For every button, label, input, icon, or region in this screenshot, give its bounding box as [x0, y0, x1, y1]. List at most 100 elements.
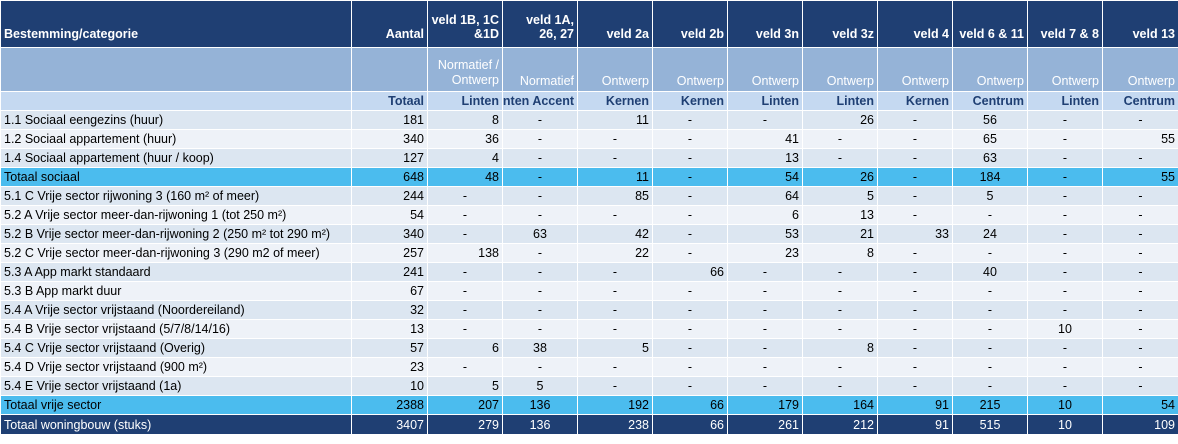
cell-value: -	[502, 129, 578, 149]
row-label: 5.4 D Vrije sector vrijstaand (900 m²)	[0, 357, 352, 377]
cell-value: 63	[952, 148, 1028, 168]
column-title: veld 1A, 26, 27	[502, 0, 578, 48]
cell-value: 8	[427, 110, 503, 130]
cell-value: 136	[502, 414, 578, 435]
column-method: Ontwerp	[577, 47, 653, 92]
column-method: Ontwerp	[1102, 47, 1178, 92]
column-area: nten Accent	[502, 91, 578, 111]
cell-value: -	[502, 167, 578, 187]
cell-value: -	[802, 262, 878, 282]
cell-value: 6	[727, 205, 803, 225]
row-label: 5.4 C Vrije sector vrijstaand (Overig)	[0, 338, 352, 358]
cell-value: -	[952, 300, 1028, 320]
header-row-area: Totaal Linten nten Accent Kernen Kernen …	[0, 91, 1178, 111]
cell-value: -	[1102, 281, 1178, 301]
cell-value: 91	[877, 395, 953, 415]
cell-value: -	[952, 319, 1028, 339]
cell-value: 136	[502, 395, 578, 415]
cell-value: -	[577, 205, 653, 225]
cell-value: -	[952, 376, 1028, 396]
cell-value: 10	[1027, 319, 1103, 339]
column-method: Normatief / Ontwerp	[427, 47, 503, 92]
column-method: Ontwerp	[802, 47, 878, 92]
cell-value: -	[577, 129, 653, 149]
cell-value: 53	[727, 224, 803, 244]
cell-value: -	[577, 357, 653, 377]
cell-value: -	[652, 357, 728, 377]
cell-value: -	[502, 186, 578, 206]
table-row: 1.1 Sociaal eengezins (huur) 181 8-11- -26-…	[0, 110, 1178, 130]
cell-value: 109	[1102, 414, 1178, 435]
cell-value: -	[727, 338, 803, 358]
table-row: 5.4 A Vrije sector vrijstaand (Noorderei…	[0, 300, 1178, 320]
cell-total: 241	[351, 262, 428, 282]
cell-value: -	[1102, 205, 1178, 225]
cell-value: -	[877, 243, 953, 263]
cell-value: 33	[877, 224, 953, 244]
cell-value: -	[802, 281, 878, 301]
cell-value: -	[802, 148, 878, 168]
cell-value: -	[877, 357, 953, 377]
cell-value: -	[652, 148, 728, 168]
cell-value: -	[1027, 376, 1103, 396]
cell-value: 54	[1102, 395, 1178, 415]
cell-value: 10	[1027, 414, 1103, 435]
row-label: 1.1 Sociaal eengezins (huur)	[0, 110, 352, 130]
cell-value: -	[1027, 205, 1103, 225]
cell-value: -	[502, 243, 578, 263]
cell-value: 22	[577, 243, 653, 263]
cell-value: -	[952, 205, 1028, 225]
cell-value: -	[877, 167, 953, 187]
cell-value: -	[877, 205, 953, 225]
cell-value: -	[1102, 243, 1178, 263]
cell-value: -	[502, 262, 578, 282]
row-label: 5.4 B Vrije sector vrijstaand (5/7/8/14/…	[0, 319, 352, 339]
table-row: 5.3 A App markt standaard 241- - -66- - -40- -	[0, 262, 1178, 282]
cell-total: 127	[351, 148, 428, 168]
cell-value: -	[427, 300, 503, 320]
cell-value: -	[1102, 357, 1178, 377]
cell-value: -	[652, 376, 728, 396]
cell-value: -	[727, 376, 803, 396]
cell-value: -	[427, 205, 503, 225]
row-label: Totaal vrije sector	[0, 395, 352, 415]
cell-value: -	[502, 319, 578, 339]
cell-value: 138	[427, 243, 503, 263]
cell-value: -	[727, 300, 803, 320]
cell-value: 64	[727, 186, 803, 206]
table-row: 1.2 Sociaal appartement (huur) 340 36- - -41…	[0, 129, 1178, 149]
cell-value: -	[652, 129, 728, 149]
cell-value: 63	[502, 224, 578, 244]
cell-value: -	[502, 281, 578, 301]
cell-value: -	[802, 300, 878, 320]
cell-value: -	[877, 338, 953, 358]
cell-value: 56	[952, 110, 1028, 130]
row-label: 5.4 E Vrije sector vrijstaand (1a)	[0, 376, 352, 396]
cell-value: 184	[952, 167, 1028, 187]
cell-value: -	[1102, 376, 1178, 396]
cell-value: -	[577, 148, 653, 168]
cell-value: -	[802, 376, 878, 396]
cell-value: -	[727, 262, 803, 282]
table-row: 5.3 B App markt duur 67- - - - - - - - - -	[0, 281, 1178, 301]
cell-total: 181	[351, 110, 428, 130]
row-label: Totaal woningbouw (stuks)	[0, 414, 352, 435]
cell-value: -	[427, 357, 503, 377]
cell-value: 66	[652, 262, 728, 282]
table-row: 5.1 C Vrije sector rijwoning 3 (160 m² o…	[0, 186, 1178, 206]
column-title: veld 4	[877, 0, 953, 48]
column-method	[351, 47, 428, 92]
cell-value: -	[652, 224, 728, 244]
column-title: veld 13	[1102, 0, 1178, 48]
cell-value: -	[1102, 186, 1178, 206]
row-label: 5.2 C Vrije sector meer-dan-rijwoning 3 …	[0, 243, 352, 263]
table-row: 5.4 B Vrije sector vrijstaand (5/7/8/14/…	[0, 319, 1178, 339]
cell-value: -	[652, 338, 728, 358]
row-label: 5.3 B App markt duur	[0, 281, 352, 301]
cell-value: -	[652, 300, 728, 320]
cell-value: -	[877, 319, 953, 339]
table-row: 5.2 A Vrije sector meer-dan-rijwoning 1 …	[0, 205, 1178, 225]
cell-value: 10	[1027, 395, 1103, 415]
cell-value: 55	[1102, 167, 1178, 187]
cell-value: -	[1027, 281, 1103, 301]
